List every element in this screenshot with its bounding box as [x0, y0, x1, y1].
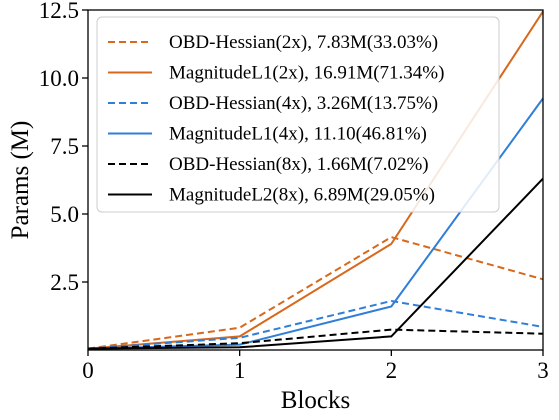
- series-line-5: [87, 328, 544, 350]
- legend: OBD-Hessian(2x), 7.83M(33.03%) MagnitudeL…: [96, 16, 500, 213]
- legend-label-6: MagnitudeL2(8x), 6.89M(29.05%): [169, 185, 435, 206]
- legend-label-2: MagnitudeL1(2x), 16.91M(71.34%): [169, 63, 444, 84]
- x-tick-label: 0: [82, 358, 94, 383]
- legend-box: [96, 16, 500, 213]
- plot-frame: [87, 9, 544, 351]
- y-tick-label: 12.5: [39, 0, 79, 23]
- tick-layer: 0 1 2 3 2.5 5.0 7.5 10.0 12.5: [39, 0, 549, 383]
- y-axis-label: Params (M): [7, 121, 34, 240]
- legend-label-3: OBD-Hessian(4x), 3.26M(13.75%): [169, 93, 438, 114]
- y-tick-label: 10.0: [39, 66, 79, 91]
- x-tick-label: 3: [537, 358, 549, 383]
- legend-label-1: OBD-Hessian(2x), 7.83M(33.03%): [169, 32, 438, 53]
- y-tick-label: 5.0: [50, 202, 79, 227]
- y-tick-label: 2.5: [50, 270, 79, 295]
- x-tick-label: 1: [234, 358, 246, 383]
- legend-label-5: OBD-Hessian(8x), 1.66M(7.02%): [169, 154, 429, 175]
- series-line-3: [87, 299, 544, 350]
- x-axis-label: Blocks: [281, 387, 350, 414]
- legend-label-4: MagnitudeL1(4x), 11.10(46.81%): [169, 124, 427, 145]
- series-line-6: [87, 177, 544, 350]
- x-tick-label: 2: [386, 358, 398, 383]
- y-tick-label: 7.5: [50, 134, 79, 159]
